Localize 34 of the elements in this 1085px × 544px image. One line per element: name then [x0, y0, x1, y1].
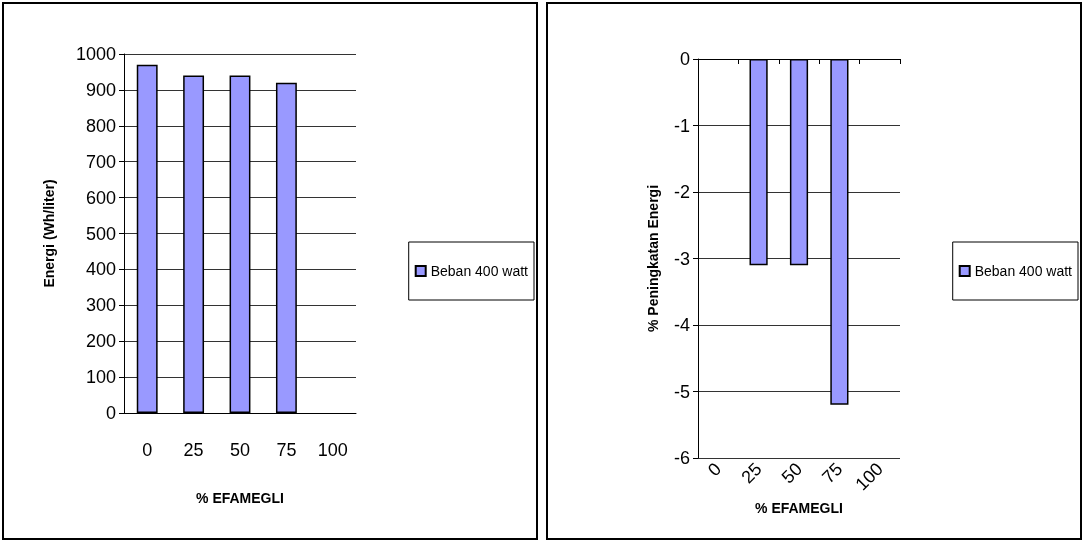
x-tick-label: 50 — [229, 440, 251, 460]
legend-label: Beban 400 watt — [974, 263, 1073, 279]
y-tick-label: 400 — [85, 259, 116, 280]
y-tick-label: 0 — [679, 49, 690, 69]
x-tick-label: 50 — [777, 458, 807, 488]
y-tick-label: 1000 — [75, 44, 116, 64]
x-tick-label: 75 — [818, 458, 847, 488]
x-tick-label: 0 — [142, 440, 153, 460]
y-tick-label: 200 — [85, 331, 116, 352]
y-tick-label: 900 — [85, 79, 116, 100]
y-axis-title: % Peningkatan Energi — [645, 184, 661, 333]
y-tick-label: -6 — [673, 448, 690, 468]
y-tick-label: -3 — [673, 248, 690, 269]
x-tick-label: 100 — [317, 440, 348, 460]
y-tick-label: 600 — [85, 187, 116, 208]
legend-label: Beban 400 watt — [430, 263, 529, 279]
x-tick-label: 25 — [183, 440, 204, 460]
y-tick-label: 300 — [85, 295, 116, 316]
x-axis-title: % EFAMEGLI — [755, 499, 843, 516]
x-axis-title: % EFAMEGLI — [196, 490, 284, 506]
y-axis-title: Energi (Wh/liter) — [41, 179, 57, 288]
y-tick-label: 500 — [85, 223, 116, 244]
x-tick-label: 25 — [737, 458, 766, 488]
y-tick-label: -2 — [673, 182, 690, 202]
y-tick-label: 700 — [85, 151, 116, 172]
y-tick-label: 0 — [105, 403, 116, 423]
y-tick-label: 100 — [85, 367, 116, 388]
x-tick-label: 100 — [851, 458, 887, 495]
y-tick-label: -4 — [673, 315, 690, 335]
x-tick-label: 0 — [704, 458, 726, 481]
x-tick-label: 75 — [276, 440, 297, 460]
y-tick-label: 800 — [85, 115, 116, 136]
y-tick-label: -1 — [673, 115, 690, 136]
y-tick-label: -5 — [673, 381, 690, 402]
